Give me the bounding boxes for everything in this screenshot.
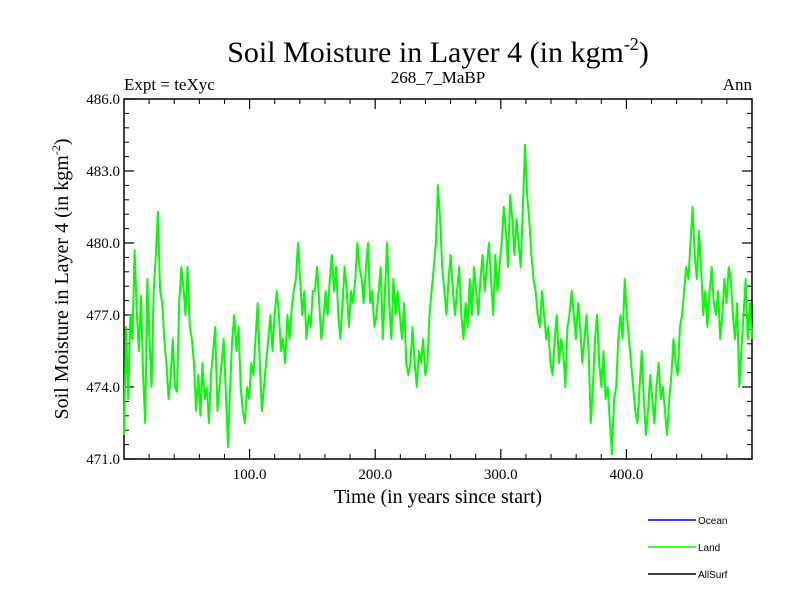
legend: Ocean Land AllSurf bbox=[648, 516, 728, 581]
x-tick-label: 300.0 bbox=[484, 467, 518, 483]
chart-title-close: ) bbox=[639, 36, 649, 69]
y-axis-ticks: 471.0 474.0 477.0 480.0 483.0 486.0 bbox=[86, 92, 752, 468]
x-axis-ticks: 100.0 200.0 300.0 400.0 bbox=[148, 99, 728, 483]
y-tick-label: 486.0 bbox=[86, 92, 120, 108]
x-tick-label: 100.0 bbox=[233, 467, 267, 483]
y-tick-label: 474.0 bbox=[86, 380, 120, 396]
chart-title-superscript: -2 bbox=[624, 34, 639, 54]
subtitle-left: Expt = teXyc bbox=[124, 75, 215, 94]
plot-area-frame bbox=[123, 98, 753, 460]
y-tick-label: 477.0 bbox=[86, 308, 120, 324]
x-axis-label: Time (in years since start) bbox=[334, 486, 542, 508]
x-tick-label: 400.0 bbox=[610, 467, 644, 483]
chart-title: Soil Moisture in Layer 4 (in kgm-2) bbox=[227, 34, 649, 69]
legend-label-ocean: Ocean bbox=[698, 516, 727, 527]
y-tick-label: 483.0 bbox=[86, 164, 120, 180]
series-line-land bbox=[123, 143, 753, 456]
y-tick-label: 471.0 bbox=[86, 452, 120, 468]
y-axis-label-superscript: -2 bbox=[49, 145, 63, 155]
y-tick-label: 480.0 bbox=[86, 236, 120, 252]
y-axis-label-close: ) bbox=[51, 138, 73, 145]
legend-label-land: Land bbox=[698, 543, 720, 554]
y-axis-label: Soil Moisture in Layer 4 (in kgm-2) bbox=[49, 138, 73, 419]
legend-label-allsurf: AllSurf bbox=[698, 570, 728, 581]
subtitle-center: 268_7_MaBP bbox=[391, 68, 485, 87]
x-tick-label: 200.0 bbox=[358, 467, 392, 483]
subtitle-right: Ann bbox=[723, 75, 753, 94]
